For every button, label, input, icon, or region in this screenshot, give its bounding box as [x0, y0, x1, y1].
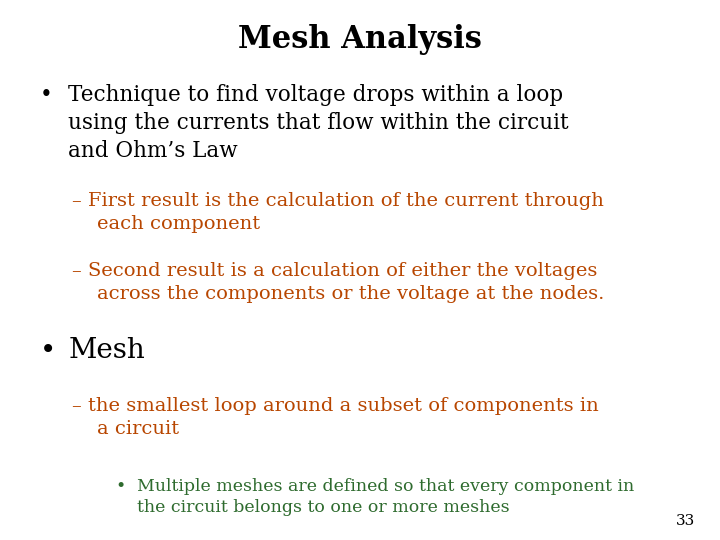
Text: Mesh: Mesh	[68, 338, 145, 364]
Text: •: •	[40, 84, 53, 106]
Text: – the smallest loop around a subset of components in
    a circuit: – the smallest loop around a subset of c…	[72, 397, 599, 438]
Text: Mesh Analysis: Mesh Analysis	[238, 24, 482, 55]
Text: – First result is the calculation of the current through
    each component: – First result is the calculation of the…	[72, 192, 604, 233]
Text: – Second result is a calculation of either the voltages
    across the component: – Second result is a calculation of eith…	[72, 262, 604, 303]
Text: 33: 33	[675, 514, 695, 528]
Text: •: •	[115, 478, 125, 495]
Text: Technique to find voltage drops within a loop
using the currents that flow withi: Technique to find voltage drops within a…	[68, 84, 569, 161]
Text: •: •	[40, 338, 56, 364]
Text: Multiple meshes are defined so that every component in
the circuit belongs to on: Multiple meshes are defined so that ever…	[137, 478, 634, 516]
